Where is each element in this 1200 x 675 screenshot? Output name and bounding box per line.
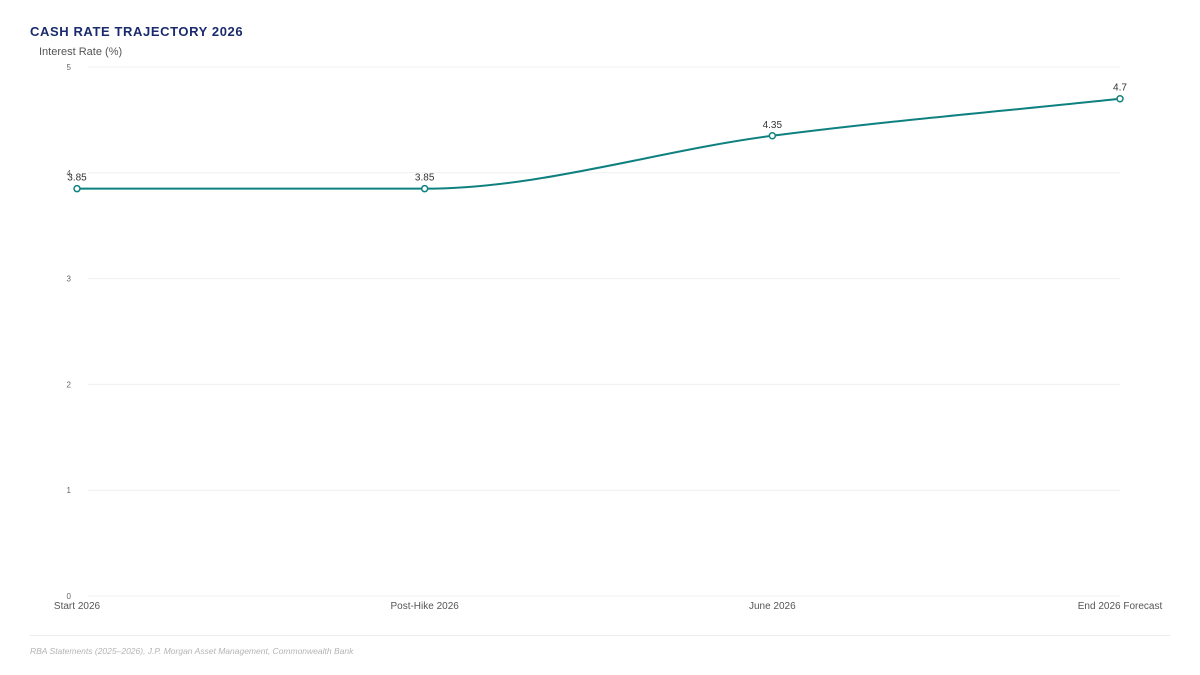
data-point-2 — [768, 132, 777, 140]
y-tick-3: 3 — [67, 275, 72, 284]
series-line — [77, 97, 1121, 190]
data-label-0: 3.85 — [67, 173, 87, 184]
data-label-3: 4.7 — [1113, 83, 1127, 94]
data-points — [73, 94, 1124, 193]
series-line-group — [77, 97, 1121, 190]
y-tick-1: 1 — [67, 486, 72, 495]
chart-title: CASH RATE TRAJECTORY 2026 — [30, 24, 244, 39]
y-tick-0: 0 — [67, 592, 72, 601]
grid-lines — [88, 66, 1120, 597]
data-point-1 — [420, 184, 429, 193]
data-labels: 3.85 3.85 4.35 4.7 — [67, 83, 1127, 184]
x-tick-0: Start 2026 — [54, 601, 101, 612]
x-tick-3: End 2026 Forecast — [1078, 601, 1163, 612]
data-point-0 — [73, 184, 81, 193]
source-note: RBA Statements (2025–2026), J.P. Morgan … — [30, 646, 354, 656]
y-tick-2: 2 — [67, 380, 72, 389]
x-tick-1: Post-Hike 2026 — [390, 601, 459, 612]
x-tick-2: June 2026 — [749, 601, 796, 612]
x-tick-labels: Start 2026 Post-Hike 2026 June 2026 End 202… — [54, 601, 1163, 612]
y-tick-labels: 0 1 2 3 4 5 — [67, 63, 72, 601]
y-tick-5: 5 — [67, 63, 72, 72]
footer-divider — [30, 635, 1170, 636]
y-axis-label: Interest Rate (%) — [39, 46, 123, 58]
data-label-2: 4.35 — [763, 120, 783, 131]
data-point-3 — [1116, 94, 1124, 103]
data-label-1: 3.85 — [415, 173, 435, 184]
y-tick-4: 4 — [67, 169, 72, 178]
